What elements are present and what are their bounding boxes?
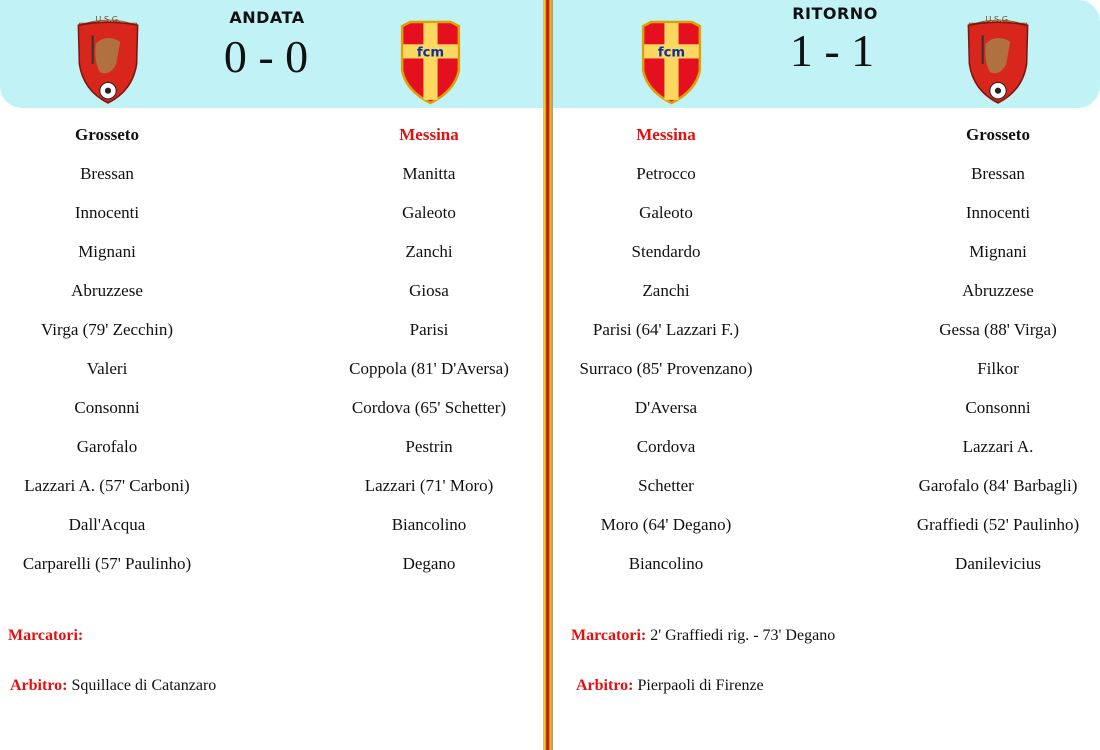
player: Pestrin	[405, 437, 453, 456]
player: Garofalo	[76, 437, 138, 456]
player: Moro (64' Degano)	[600, 515, 732, 534]
player: Innocenti	[965, 203, 1031, 222]
ritorno-marcatori: Marcatori: 2' Graffiedi rig. - 73' Degan…	[571, 627, 835, 645]
player: Galeoto	[639, 203, 693, 222]
player: Lazzari A. (57' Carboni)	[24, 476, 190, 495]
player: Valeri	[86, 359, 128, 378]
player: Carparelli (57' Paulinho)	[22, 554, 192, 573]
ritorno-home-lineup: Messina Petrocco Galeoto Stendardo Zanch…	[579, 124, 752, 592]
player: Coppola (81' D'Aversa)	[349, 359, 509, 378]
player: Lazzari A.	[962, 437, 1034, 456]
team-name: Messina	[636, 125, 696, 144]
arbitro-value: Pierpaoli di Firenze	[637, 677, 764, 694]
player: Cordova	[636, 437, 696, 456]
marcatori-label: Marcatori:	[8, 627, 84, 644]
arbitro-value: Squillace di Catanzaro	[71, 677, 217, 694]
player: Manitta	[402, 164, 456, 183]
team-name: Messina	[399, 125, 459, 144]
grosseto-crest-icon	[965, 13, 1031, 105]
andata-arbitro: Arbitro: Squillace di Catanzaro	[10, 677, 216, 695]
andata-away-lineup: Messina Manitta Galeoto Zanchi Giosa Par…	[349, 124, 509, 592]
player: Biancolino	[391, 515, 467, 534]
andata-label: ANDATA	[229, 8, 305, 27]
player: Zanchi	[642, 281, 690, 300]
messina-crest-icon	[639, 20, 704, 105]
player: Virga (79' Zecchin)	[40, 320, 173, 339]
player: Surraco (85' Provenzano)	[579, 359, 753, 378]
player: D'Aversa	[634, 398, 698, 417]
player: Garofalo (84' Barbagli)	[918, 476, 1078, 495]
player: Danilevicius	[955, 554, 1041, 573]
andata-home-lineup: Grosseto Bressan Innocenti Mignani Abruz…	[23, 124, 191, 592]
ritorno-away-lineup: Grosseto Bressan Innocenti Mignani Abruz…	[917, 124, 1079, 592]
player: Parisi (64' Lazzari F.)	[592, 320, 740, 339]
player: Zanchi	[405, 242, 453, 261]
divider	[543, 0, 553, 750]
player: Petrocco	[636, 164, 696, 183]
player: Biancolino	[628, 554, 704, 573]
team-name: Grosseto	[75, 125, 139, 144]
player: Consonni	[965, 398, 1031, 417]
player: Lazzari (71' Moro)	[364, 476, 494, 495]
player: Gessa (88' Virga)	[939, 320, 1057, 339]
ritorno-score: 1 - 1	[789, 25, 875, 76]
player: Cordova (65' Schetter)	[351, 398, 507, 417]
player: Stendardo	[631, 242, 701, 261]
player: Consonni	[74, 398, 140, 417]
marcatori-label: Marcatori:	[571, 627, 647, 644]
player: Bressan	[971, 164, 1025, 183]
player: Abruzzese	[71, 281, 143, 300]
messina-crest-icon	[398, 20, 463, 105]
marcatori-value: 2' Graffiedi rig. - 73' Degano	[650, 627, 836, 644]
player: Abruzzese	[962, 281, 1034, 300]
player: Mignani	[78, 242, 136, 261]
player: Bressan	[80, 164, 134, 183]
player: Innocenti	[74, 203, 140, 222]
arbitro-label: Arbitro:	[10, 677, 68, 694]
player: Galeoto	[402, 203, 456, 222]
player: Filkor	[977, 359, 1019, 378]
player: Dall'Acqua	[68, 515, 146, 534]
grosseto-crest-icon	[75, 13, 141, 105]
ritorno-label: RITORNO	[792, 4, 878, 23]
ritorno-arbitro: Arbitro: Pierpaoli di Firenze	[576, 677, 764, 695]
player: Parisi	[409, 320, 449, 339]
team-name: Grosseto	[966, 125, 1030, 144]
arbitro-label: Arbitro:	[576, 677, 634, 694]
andata-score: 0 - 0	[223, 31, 309, 82]
player: Graffiedi (52' Paulinho)	[916, 515, 1080, 534]
andata-marcatori: Marcatori:	[8, 627, 83, 645]
player: Mignani	[969, 242, 1027, 261]
player: Schetter	[638, 476, 694, 495]
player: Giosa	[409, 281, 449, 300]
player: Degano	[402, 554, 456, 573]
